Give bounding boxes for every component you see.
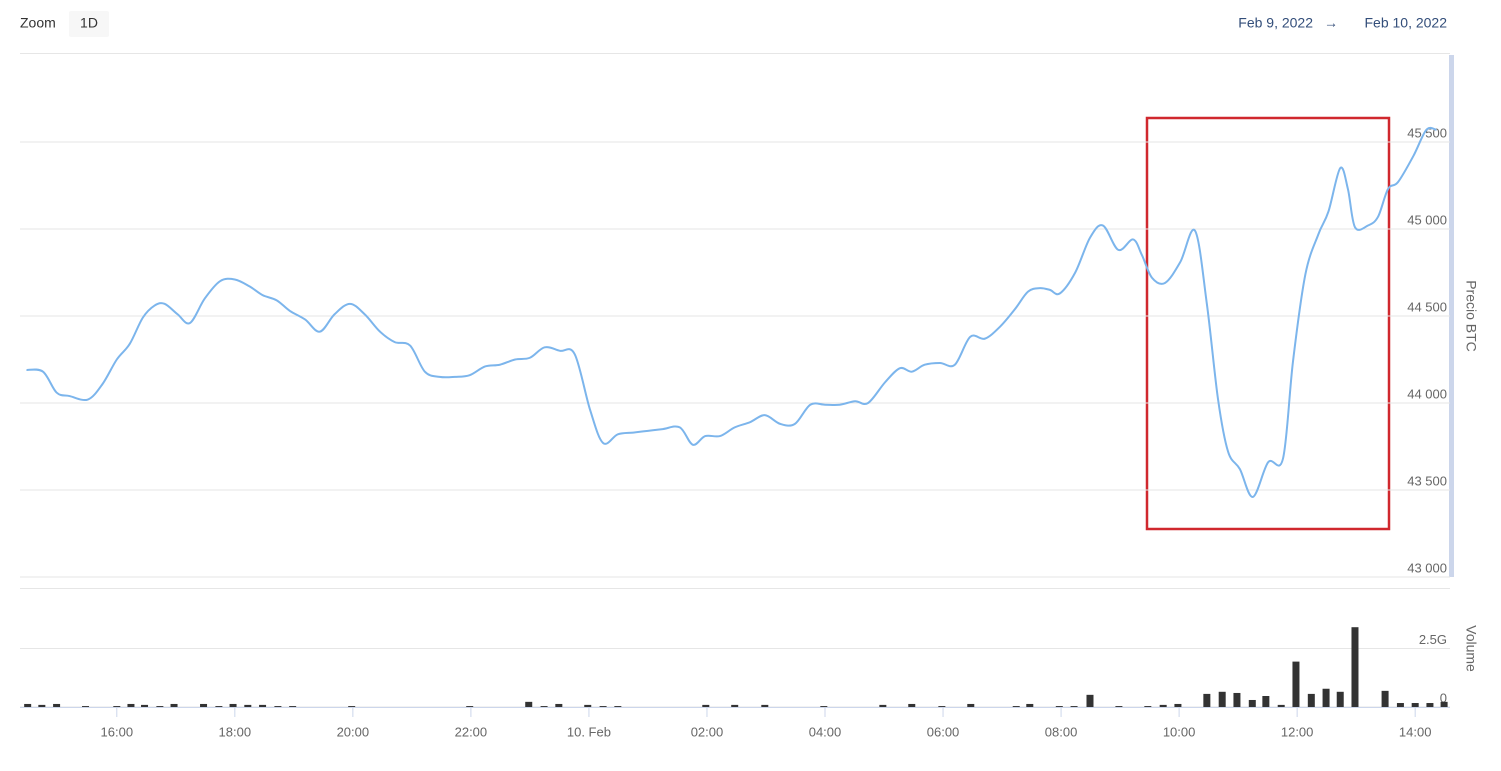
- volume-bar: [1381, 690, 1389, 707]
- range-from[interactable]: Feb 9, 2022: [1238, 15, 1313, 31]
- volume-bar: [466, 706, 474, 707]
- volume-bar: [938, 706, 946, 707]
- volume-bar: [1396, 703, 1404, 707]
- zoom-label: Zoom: [20, 15, 56, 31]
- volume-bar: [879, 704, 887, 707]
- y-tick-label: 43 000: [1407, 560, 1447, 575]
- zoom-button-label[interactable]: 1D: [80, 15, 98, 31]
- volume-bar: [731, 704, 739, 707]
- volume-bar: [1012, 706, 1020, 707]
- y-tick-label: 2.5G: [1419, 632, 1447, 647]
- volume-bar: [200, 703, 208, 707]
- volume-bar: [584, 704, 592, 707]
- range-arrow: →: [1324, 15, 1338, 31]
- price-line: [26, 126, 1437, 498]
- volume-bar: [1440, 701, 1448, 707]
- volume-bar: [215, 706, 223, 707]
- volume-bar: [348, 706, 356, 707]
- volume-bar: [1144, 706, 1152, 707]
- volume-bar: [1426, 703, 1434, 707]
- volume-bar: [1248, 699, 1256, 707]
- volume-bar: [1351, 627, 1359, 707]
- volume-bar: [1262, 696, 1270, 707]
- y-tick-label: 44 000: [1407, 386, 1447, 401]
- x-tick-label: 10:00: [1163, 724, 1196, 739]
- volume-bar: [820, 706, 828, 707]
- volume-bar: [1218, 691, 1226, 707]
- y-axis-title: Precio BTC: [1463, 280, 1479, 352]
- volume-bar: [82, 706, 90, 707]
- volume-bar: [289, 706, 297, 707]
- volume-bar: [761, 704, 769, 707]
- x-tick-label: 10. Feb: [567, 724, 611, 739]
- volume-bar: [599, 706, 607, 707]
- volume-bar: [141, 704, 149, 707]
- volume-bar: [1292, 661, 1300, 707]
- volume-bar: [1233, 692, 1241, 707]
- volume-bar: [127, 703, 135, 707]
- volume-bar: [1174, 703, 1182, 707]
- x-tick-label: 12:00: [1281, 724, 1314, 739]
- volume-bar: [1322, 688, 1330, 707]
- volume-bar: [614, 706, 622, 707]
- volume-bar: [1055, 706, 1063, 707]
- volume-bar: [1086, 694, 1094, 707]
- volume-bar: [170, 703, 178, 707]
- volume-bar: [1307, 693, 1315, 707]
- zoom-button[interactable]: [69, 11, 109, 37]
- y-tick-label: 0: [1440, 690, 1447, 705]
- volume-bar: [38, 704, 46, 707]
- volume-bar: [1159, 704, 1167, 707]
- volume-bar: [1070, 706, 1078, 707]
- x-tick-label: 02:00: [691, 724, 724, 739]
- volume-bar: [525, 701, 533, 707]
- x-tick-label: 06:00: [927, 724, 960, 739]
- x-tick-label: 14:00: [1399, 724, 1432, 739]
- x-tick-label: 08:00: [1045, 724, 1078, 739]
- y-axis-title: Volume: [1463, 625, 1479, 672]
- y-tick-label: 44 500: [1407, 299, 1447, 314]
- x-tick-label: 18:00: [219, 724, 252, 739]
- range-to[interactable]: Feb 10, 2022: [1364, 15, 1447, 31]
- volume-bar: [702, 704, 710, 707]
- volume-bar: [244, 704, 252, 707]
- volume-bar: [1203, 693, 1211, 707]
- volume-bar: [1026, 703, 1034, 707]
- volume-bar: [259, 704, 267, 707]
- x-tick-label: 04:00: [809, 724, 842, 739]
- x-tick-label: 16:00: [101, 724, 134, 739]
- y-tick-label: 45 500: [1407, 125, 1447, 140]
- y-tick-label: 45 000: [1407, 212, 1447, 227]
- volume-bar: [908, 703, 916, 707]
- volume-bar: [156, 706, 164, 707]
- volume-bar: [1411, 703, 1419, 707]
- volume-bar: [113, 706, 121, 707]
- volume-bar: [967, 703, 975, 707]
- y-tick-label: 43 500: [1407, 473, 1447, 488]
- x-tick-label: 20:00: [337, 724, 370, 739]
- volume-bar: [274, 706, 282, 707]
- x-tick-label: 22:00: [455, 724, 488, 739]
- volume-bar: [53, 703, 61, 707]
- volume-bar: [555, 703, 563, 707]
- scrollbar[interactable]: [1449, 55, 1454, 577]
- volume-bar: [540, 706, 548, 707]
- volume-bar: [1115, 706, 1123, 707]
- volume-bar: [1336, 691, 1344, 707]
- volume-bar: [1277, 704, 1285, 707]
- volume-bar: [24, 703, 32, 707]
- volume-bar: [229, 703, 237, 707]
- highlight-box: [1145, 116, 1391, 531]
